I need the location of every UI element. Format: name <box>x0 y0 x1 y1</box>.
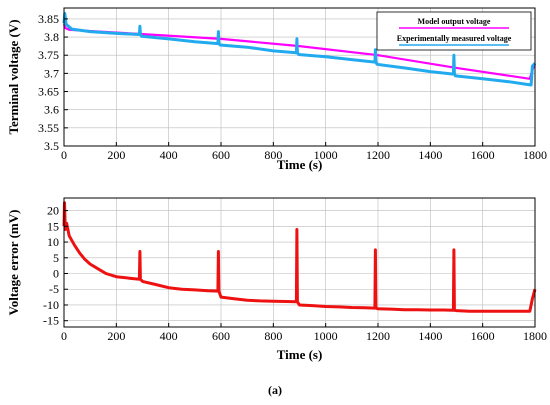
x-tick-label: 400 <box>160 329 178 343</box>
x-tick-label: 1400 <box>418 329 442 343</box>
x-tick-label: 200 <box>107 148 125 162</box>
plot-frame <box>63 197 536 328</box>
y-tick-label: 3.7 <box>44 66 59 80</box>
x-tick-label: 0 <box>61 329 67 343</box>
x-axis-label: Time (s) <box>277 157 323 172</box>
y-tick-label: 20 <box>47 204 59 218</box>
legend-label: Model output voltage <box>418 17 491 26</box>
series-line-1 <box>62 201 537 313</box>
x-tick-label: 400 <box>160 148 178 162</box>
y-tick-label: 3.8 <box>44 30 59 44</box>
y-tick-label: 3.85 <box>38 12 59 26</box>
x-tick-label: 1600 <box>471 329 495 343</box>
x-tick-label: 800 <box>264 148 282 162</box>
y-axis-label: Voltage error (mV) <box>6 210 21 316</box>
figure-caption: (a) <box>268 383 282 397</box>
y-tick-label: 0 <box>53 267 59 281</box>
x-tick-label: 1200 <box>366 148 390 162</box>
x-tick-label: 1000 <box>314 329 338 343</box>
y-tick-label: -5 <box>49 282 59 296</box>
x-axis-label: Time (s) <box>277 347 323 362</box>
series-line-2 <box>62 11 537 87</box>
legend-box <box>376 11 532 51</box>
x-tick-label: 1000 <box>314 148 338 162</box>
x-tick-label: 1800 <box>523 329 547 343</box>
voltage-chart: 0 200 400 600 800 1000 1200 1400 1600 1800 3.5 3.55… <box>6 7 547 172</box>
x-tick-label: 1800 <box>523 148 547 162</box>
y-tick-label: 3.65 <box>38 85 59 99</box>
y-tick-label: 3.5 <box>44 139 59 153</box>
x-tick-label: 1600 <box>471 148 495 162</box>
y-tick-label: 5 <box>53 251 59 265</box>
y-tick-label: 15 <box>47 219 59 233</box>
y-tick-label: 3.6 <box>44 103 59 117</box>
y-tick-label: 10 <box>47 235 59 249</box>
x-tick-label: 600 <box>212 329 230 343</box>
plot-frame <box>63 7 536 147</box>
y-tick-label: -15 <box>43 314 59 328</box>
x-tick-label: 0 <box>61 148 67 162</box>
legend: Model output voltage Experimentally measu… <box>376 11 532 51</box>
x-tick-label: 600 <box>212 148 230 162</box>
x-tick-label: 1400 <box>418 148 442 162</box>
y-tick-label: -10 <box>43 298 59 312</box>
x-tick-label: 800 <box>264 329 282 343</box>
x-tick-label: 200 <box>107 329 125 343</box>
x-tick-label: 1200 <box>366 329 390 343</box>
error-chart: 0 200 400 600 800 1000 1200 1400 1600 1800-15-10-… <box>6 197 547 362</box>
legend-label: Experimentally measured voltage <box>397 34 512 43</box>
y-tick-label: 3.55 <box>38 121 59 135</box>
y-axis-label: Terminal voltage (V) <box>6 19 21 134</box>
y-tick-label: 3.75 <box>38 48 59 62</box>
